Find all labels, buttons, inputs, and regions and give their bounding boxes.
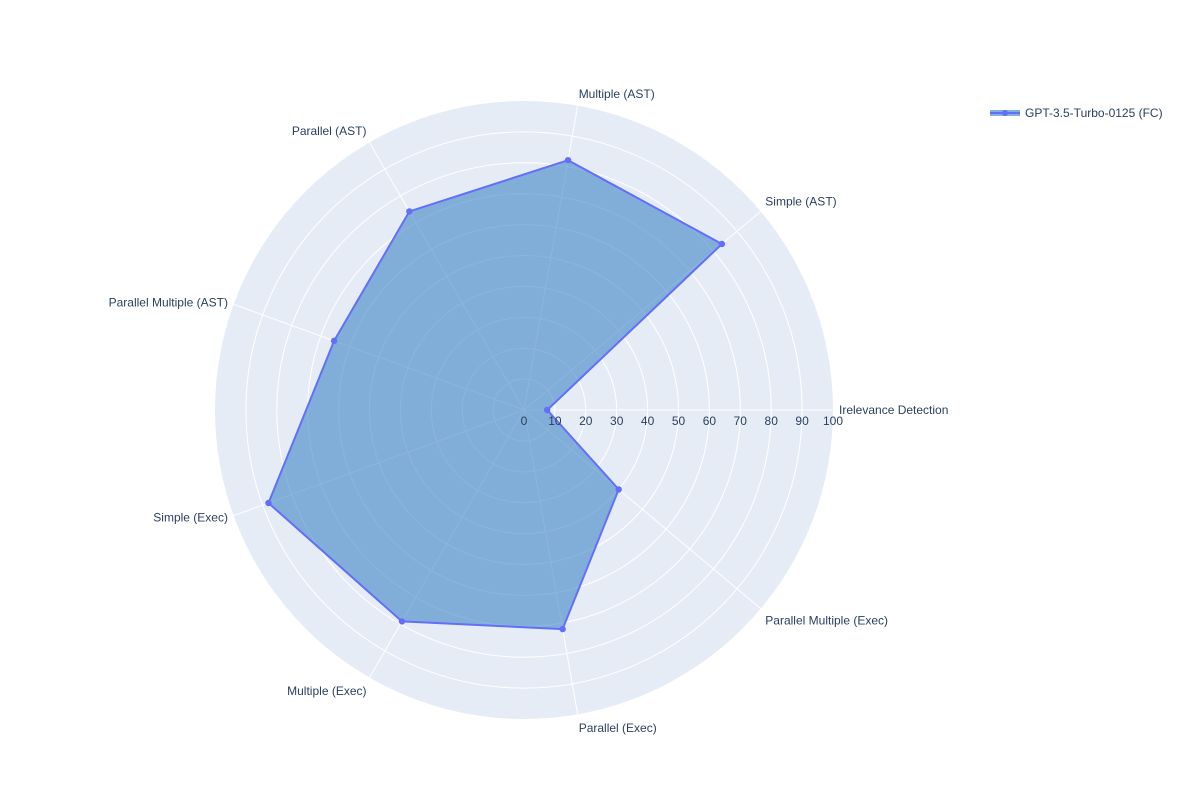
data-point[interactable] [265, 499, 272, 507]
axis-label: Simple (AST) [765, 195, 836, 209]
axis-label: Irelevance Detection [839, 403, 948, 417]
series-layer [265, 156, 726, 633]
radial-tick-label: 80 [765, 414, 779, 428]
data-point[interactable] [330, 337, 338, 345]
legend-label: GPT-3.5-Turbo-0125 (FC) [1025, 106, 1163, 120]
series-area [267, 159, 723, 631]
legend[interactable]: GPT-3.5-Turbo-0125 (FC) [990, 106, 1163, 120]
radial-tick-label: 60 [703, 414, 717, 428]
radial-tick-label: 70 [734, 414, 748, 428]
axis-labels: Irelevance Detection Simple (AST) Multiple… [109, 87, 949, 735]
radial-tick-label: 20 [579, 414, 593, 428]
radial-tick-label: 30 [610, 414, 624, 428]
radial-tick-label: 40 [641, 414, 655, 428]
data-point[interactable] [615, 486, 622, 493]
data-point[interactable] [398, 618, 406, 625]
axis-label: Simple (Exec) [153, 511, 228, 525]
radial-tick-label: 0 [521, 414, 528, 428]
radial-tick-label: 90 [795, 414, 809, 428]
data-point[interactable] [406, 208, 413, 215]
data-point[interactable] [559, 625, 566, 633]
radial-tick-labels: 0 10 20 30 40 50 60 70 80 90 100 [521, 414, 844, 428]
radial-tick-label: 10 [548, 414, 562, 428]
radial-tick-label: 100 [823, 414, 843, 428]
radial-tick-label: 50 [672, 414, 686, 428]
legend-swatch-icon [990, 110, 1020, 116]
axis-label: Parallel Multiple (Exec) [765, 613, 888, 627]
data-point[interactable] [718, 240, 726, 248]
axis-label: Multiple (AST) [579, 87, 655, 101]
axis-label: Parallel Multiple (AST) [109, 295, 228, 309]
axis-label: Parallel (Exec) [579, 721, 657, 735]
data-point[interactable] [564, 156, 572, 164]
axis-label: Multiple (Exec) [287, 684, 366, 698]
data-point[interactable] [543, 406, 551, 414]
axis-label: Parallel (AST) [292, 124, 367, 138]
